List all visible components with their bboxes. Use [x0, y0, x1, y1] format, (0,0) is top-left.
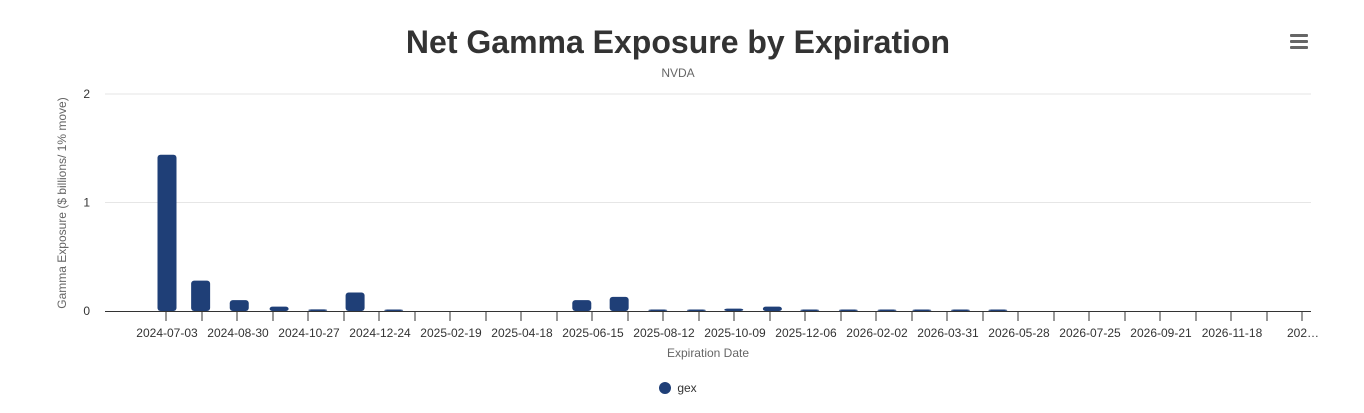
- bar: [157, 154, 177, 311]
- y-tick-label: 1: [83, 196, 90, 210]
- bar: [724, 308, 744, 311]
- bar: [988, 309, 1008, 311]
- x-tick-label: 2025-02-19: [420, 326, 482, 340]
- legend: gex: [0, 381, 1356, 397]
- chart-subtitle: NVDA: [661, 66, 695, 80]
- x-axis-title: Expiration Date: [666, 346, 750, 360]
- x-tick-label: 2024-12-24: [349, 326, 411, 340]
- hamburger-menu-icon[interactable]: [1290, 34, 1308, 52]
- x-tick-label: 2024-10-27: [278, 326, 340, 340]
- x-tick-label: 2026-07-25: [1059, 326, 1121, 340]
- legend-item-gex[interactable]: gex: [659, 381, 697, 395]
- bar: [609, 296, 629, 311]
- bar: [950, 309, 970, 311]
- bar: [191, 280, 211, 311]
- x-tick-label: 2026-02-02: [846, 326, 908, 340]
- bar: [838, 309, 858, 311]
- bar: [269, 306, 289, 311]
- legend-label: gex: [677, 381, 697, 395]
- x-tick-label: 2026-05-28: [988, 326, 1050, 340]
- bar: [308, 309, 328, 311]
- bar: [800, 309, 820, 311]
- bar: [572, 300, 592, 311]
- bar: [648, 309, 668, 311]
- x-tick-label: 2025-08-12: [633, 326, 695, 340]
- bar: [686, 309, 706, 311]
- x-tick-label: 2025-12-06: [775, 326, 837, 340]
- bar: [229, 300, 249, 311]
- legend-marker: [659, 382, 672, 394]
- bar: [762, 306, 782, 311]
- x-tick-label: 2026-03-31: [917, 326, 979, 340]
- bar: [912, 309, 932, 311]
- x-tick-label: 2025-10-09: [704, 326, 766, 340]
- x-tick-label: 2025-06-15: [562, 326, 624, 340]
- chart-title: Net Gamma Exposure by Expiration: [405, 24, 951, 60]
- bar: [877, 309, 897, 311]
- y-tick-label: 2: [83, 87, 90, 101]
- x-tick-label: 2026-09-21: [1130, 326, 1192, 340]
- y-tick-label: 0: [83, 304, 90, 318]
- bar: [345, 292, 365, 311]
- x-tick-label: 2025-04-18: [491, 326, 553, 340]
- x-tick-label: 202…: [1287, 326, 1319, 340]
- bar: [384, 309, 404, 311]
- x-tick-label: 2026-11-18: [1202, 326, 1263, 340]
- x-tick-label: 2024-08-30: [207, 326, 269, 340]
- x-tick-label: 2024-07-03: [136, 326, 198, 340]
